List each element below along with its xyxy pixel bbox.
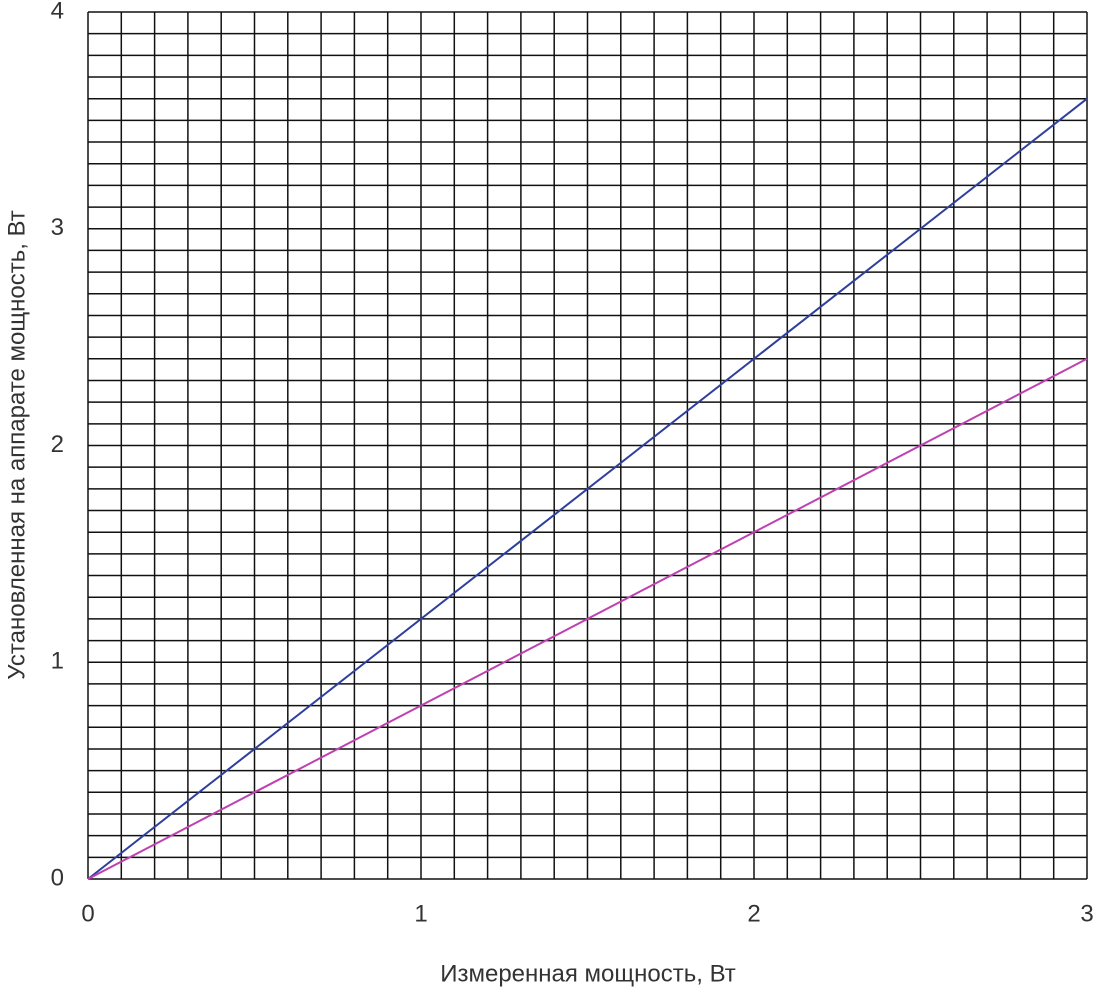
series-line bbox=[87, 357, 1088, 880]
x-tick-label: 1 bbox=[414, 900, 427, 927]
y-tick-label: 3 bbox=[51, 214, 64, 241]
y-axis-label: Установленная на аппарате мощность, Вт bbox=[3, 210, 30, 679]
series-line bbox=[87, 97, 1088, 880]
y-tick-label: 2 bbox=[51, 431, 64, 458]
x-axis-label: Измеренная мощность, Вт bbox=[440, 960, 736, 987]
x-tick-label: 2 bbox=[747, 900, 760, 927]
x-tick-label: 0 bbox=[81, 900, 94, 927]
y-tick-label: 0 bbox=[51, 864, 64, 891]
y-tick-label: 4 bbox=[51, 0, 64, 24]
y-tick-label: 1 bbox=[51, 648, 64, 675]
x-tick-label: 3 bbox=[1080, 900, 1093, 927]
